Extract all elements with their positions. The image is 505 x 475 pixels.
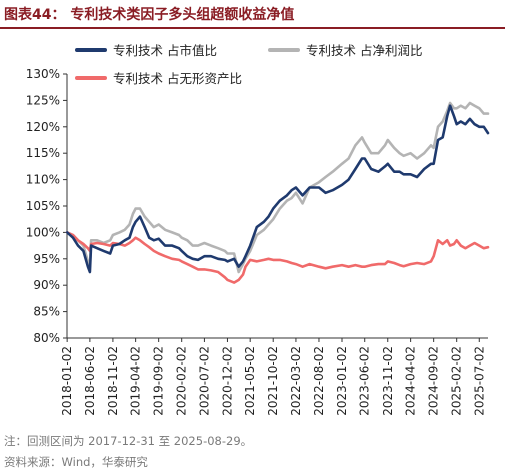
y-tick-label: 105% [26, 199, 60, 213]
x-tick-label: 2020-02-02 [175, 346, 189, 416]
y-tick-label: 120% [26, 120, 60, 134]
y-tick-label: 100% [26, 225, 60, 239]
y-tick-label: 80% [33, 331, 60, 345]
x-tick-label: 2021-10-02 [266, 346, 280, 416]
backtest-period-note: 注：回测区间为 2017-12-31 至 2025-08-29。 [4, 434, 253, 448]
series-line [65, 231, 490, 284]
y-tick-label: 95% [33, 252, 60, 266]
y-tick-label: 110% [26, 173, 60, 187]
x-tick-label: 2018-06-02 [83, 346, 97, 416]
y-tick-label: 85% [33, 305, 60, 319]
x-tick-label: 2019-04-02 [129, 346, 143, 416]
x-tick-label: 2023-06-02 [358, 346, 372, 416]
x-tick-label: 2022-03-02 [289, 346, 303, 416]
x-tick-label: 2018-11-02 [106, 346, 120, 416]
data-source-note: 资料来源：Wind，华泰研究 [4, 455, 148, 469]
y-tick-label: 130% [26, 67, 60, 81]
x-tick-label: 2022-08-02 [312, 346, 326, 416]
x-tick-label: 2023-01-02 [335, 346, 349, 416]
x-tick-label: 2021-05-02 [243, 346, 257, 416]
series-line [65, 101, 490, 274]
x-tick-label: 2023-11-02 [381, 346, 395, 416]
y-tick-label: 90% [33, 278, 60, 292]
x-tick-label: 2018-01-02 [60, 346, 74, 416]
x-tick-label: 2019-09-02 [152, 346, 166, 416]
x-tick-label: 2025-07-02 [472, 346, 486, 416]
legend-label: 专利技术 占净利润比 [306, 43, 422, 58]
series-line [65, 104, 490, 274]
legend-label: 专利技术 占无形资产比 [113, 71, 242, 86]
x-tick-label: 2024-04-02 [404, 346, 418, 416]
y-tick-label: 125% [26, 93, 60, 107]
x-tick-label: 2020-07-02 [197, 346, 211, 416]
y-tick-label: 115% [26, 146, 60, 160]
x-tick-label: 2020-12-02 [220, 346, 234, 416]
legend-label: 专利技术 占市值比 [113, 43, 217, 58]
figure-title-bar: 图表44： 专利技术类因子多头组超额收益净值 [0, 0, 505, 29]
x-tick-label: 2025-02-02 [450, 346, 464, 416]
net-value-line-chart: 80% 85% 90% 95% 100% 105% 110% 115% 120% 125% 130%… [26, 43, 490, 416]
x-tick-label: 2024-09-02 [427, 346, 441, 416]
figure-title: 图表44： 专利技术类因子多头组超额收益净值 [4, 7, 295, 23]
